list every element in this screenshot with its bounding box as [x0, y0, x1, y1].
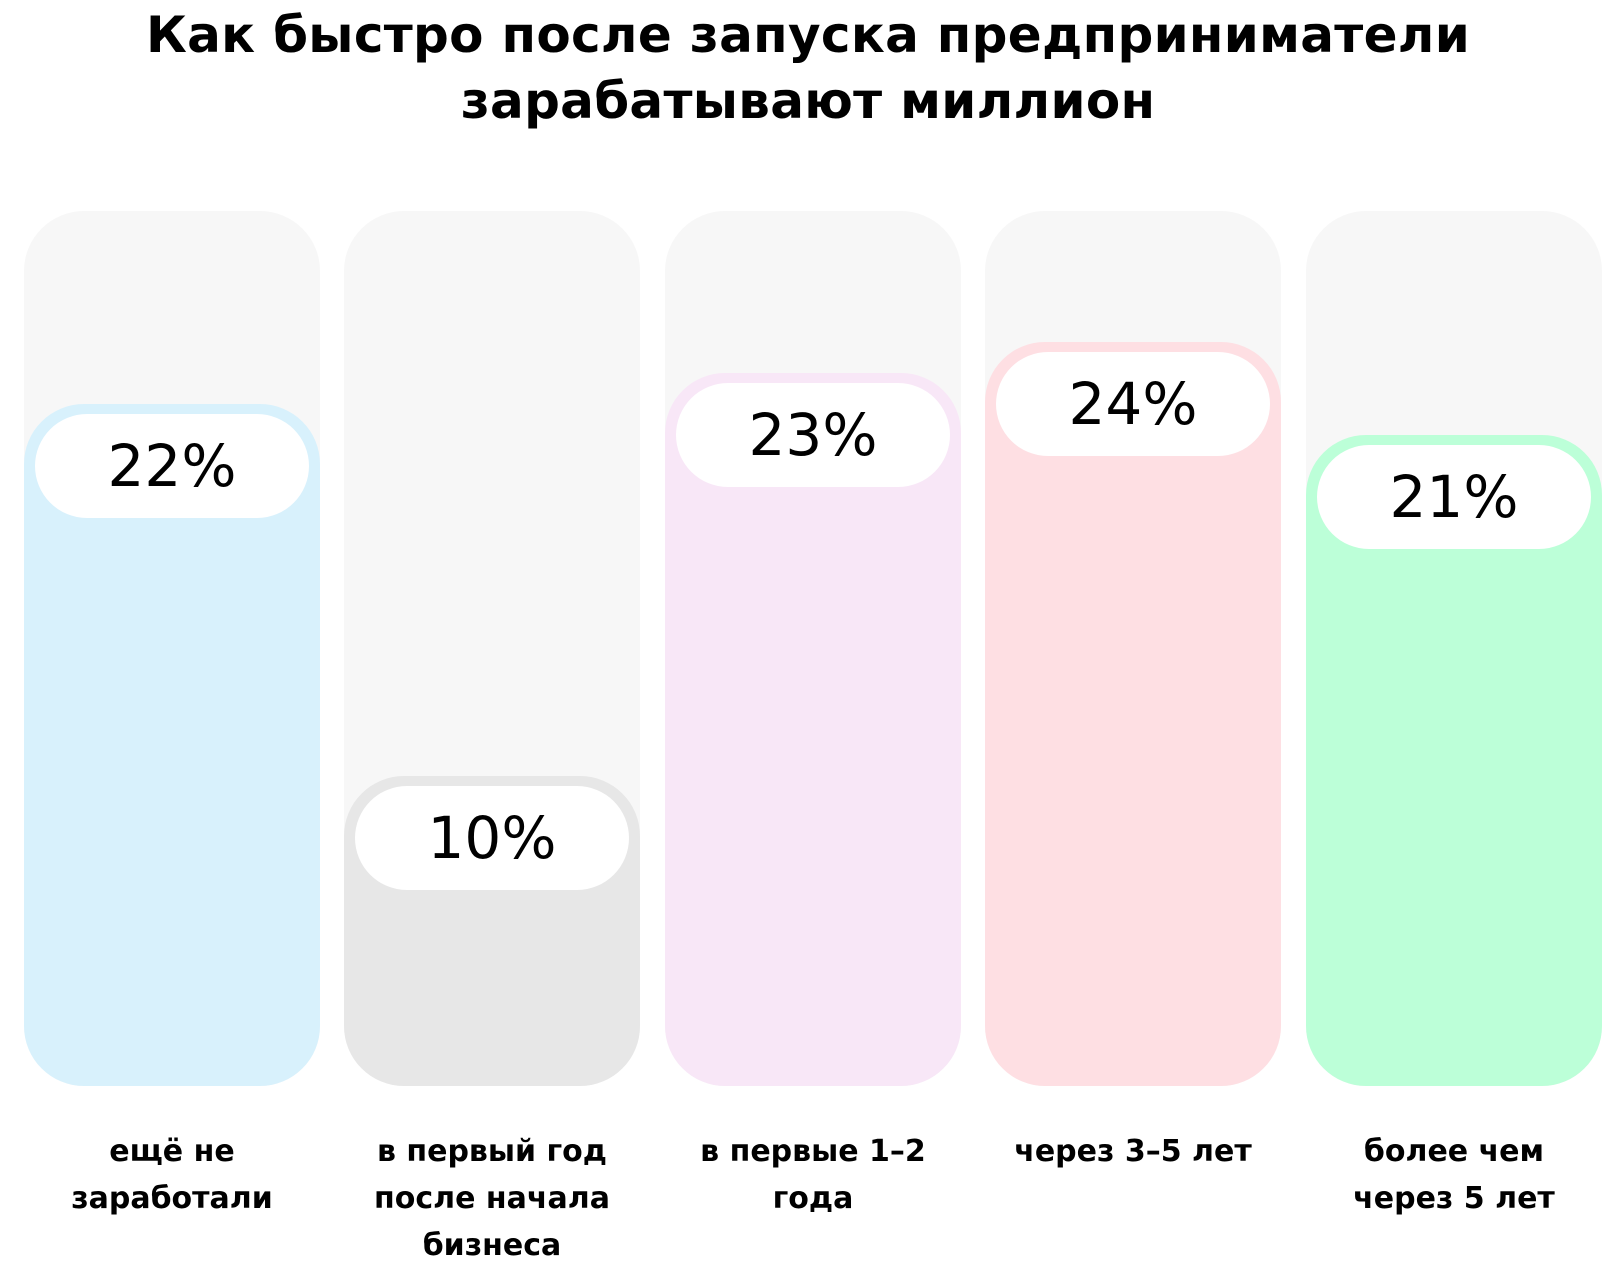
chart-title: Как быстро после запуска предприниматели… [0, 2, 1616, 134]
data-label: 22% [108, 432, 237, 500]
data-label: 10% [428, 804, 557, 872]
bar-group: 21% [1306, 211, 1602, 1086]
bar [1306, 435, 1602, 1086]
bar-group: 24% [985, 211, 1281, 1086]
bar [665, 373, 961, 1086]
chart-title-line-2: зарабатывают миллион [460, 72, 1156, 130]
bar-group: 22% [24, 211, 320, 1086]
category-label: в первый год после начала бизнеса [374, 1134, 610, 1263]
category-label: более чем через 5 лет [1353, 1134, 1555, 1216]
bar-group: 10% [344, 211, 640, 1086]
bar [985, 342, 1281, 1086]
bar-group: 23% [665, 211, 961, 1086]
category-label: ещё не заработали [71, 1134, 273, 1216]
value-pill [35, 414, 309, 518]
category-label: в первые 1–2 года [700, 1134, 926, 1216]
data-label: 21% [1390, 463, 1519, 531]
value-pill [996, 352, 1270, 456]
value-pill [676, 383, 950, 487]
value-pill [355, 786, 629, 890]
bar [24, 404, 320, 1086]
category-label: через 3–5 лет [1014, 1134, 1252, 1169]
value-pill [1317, 445, 1591, 549]
chart-title-line-1: Как быстро после запуска предприниматели [145, 6, 1471, 64]
data-label: 24% [1069, 370, 1198, 438]
data-label: 23% [749, 401, 878, 469]
